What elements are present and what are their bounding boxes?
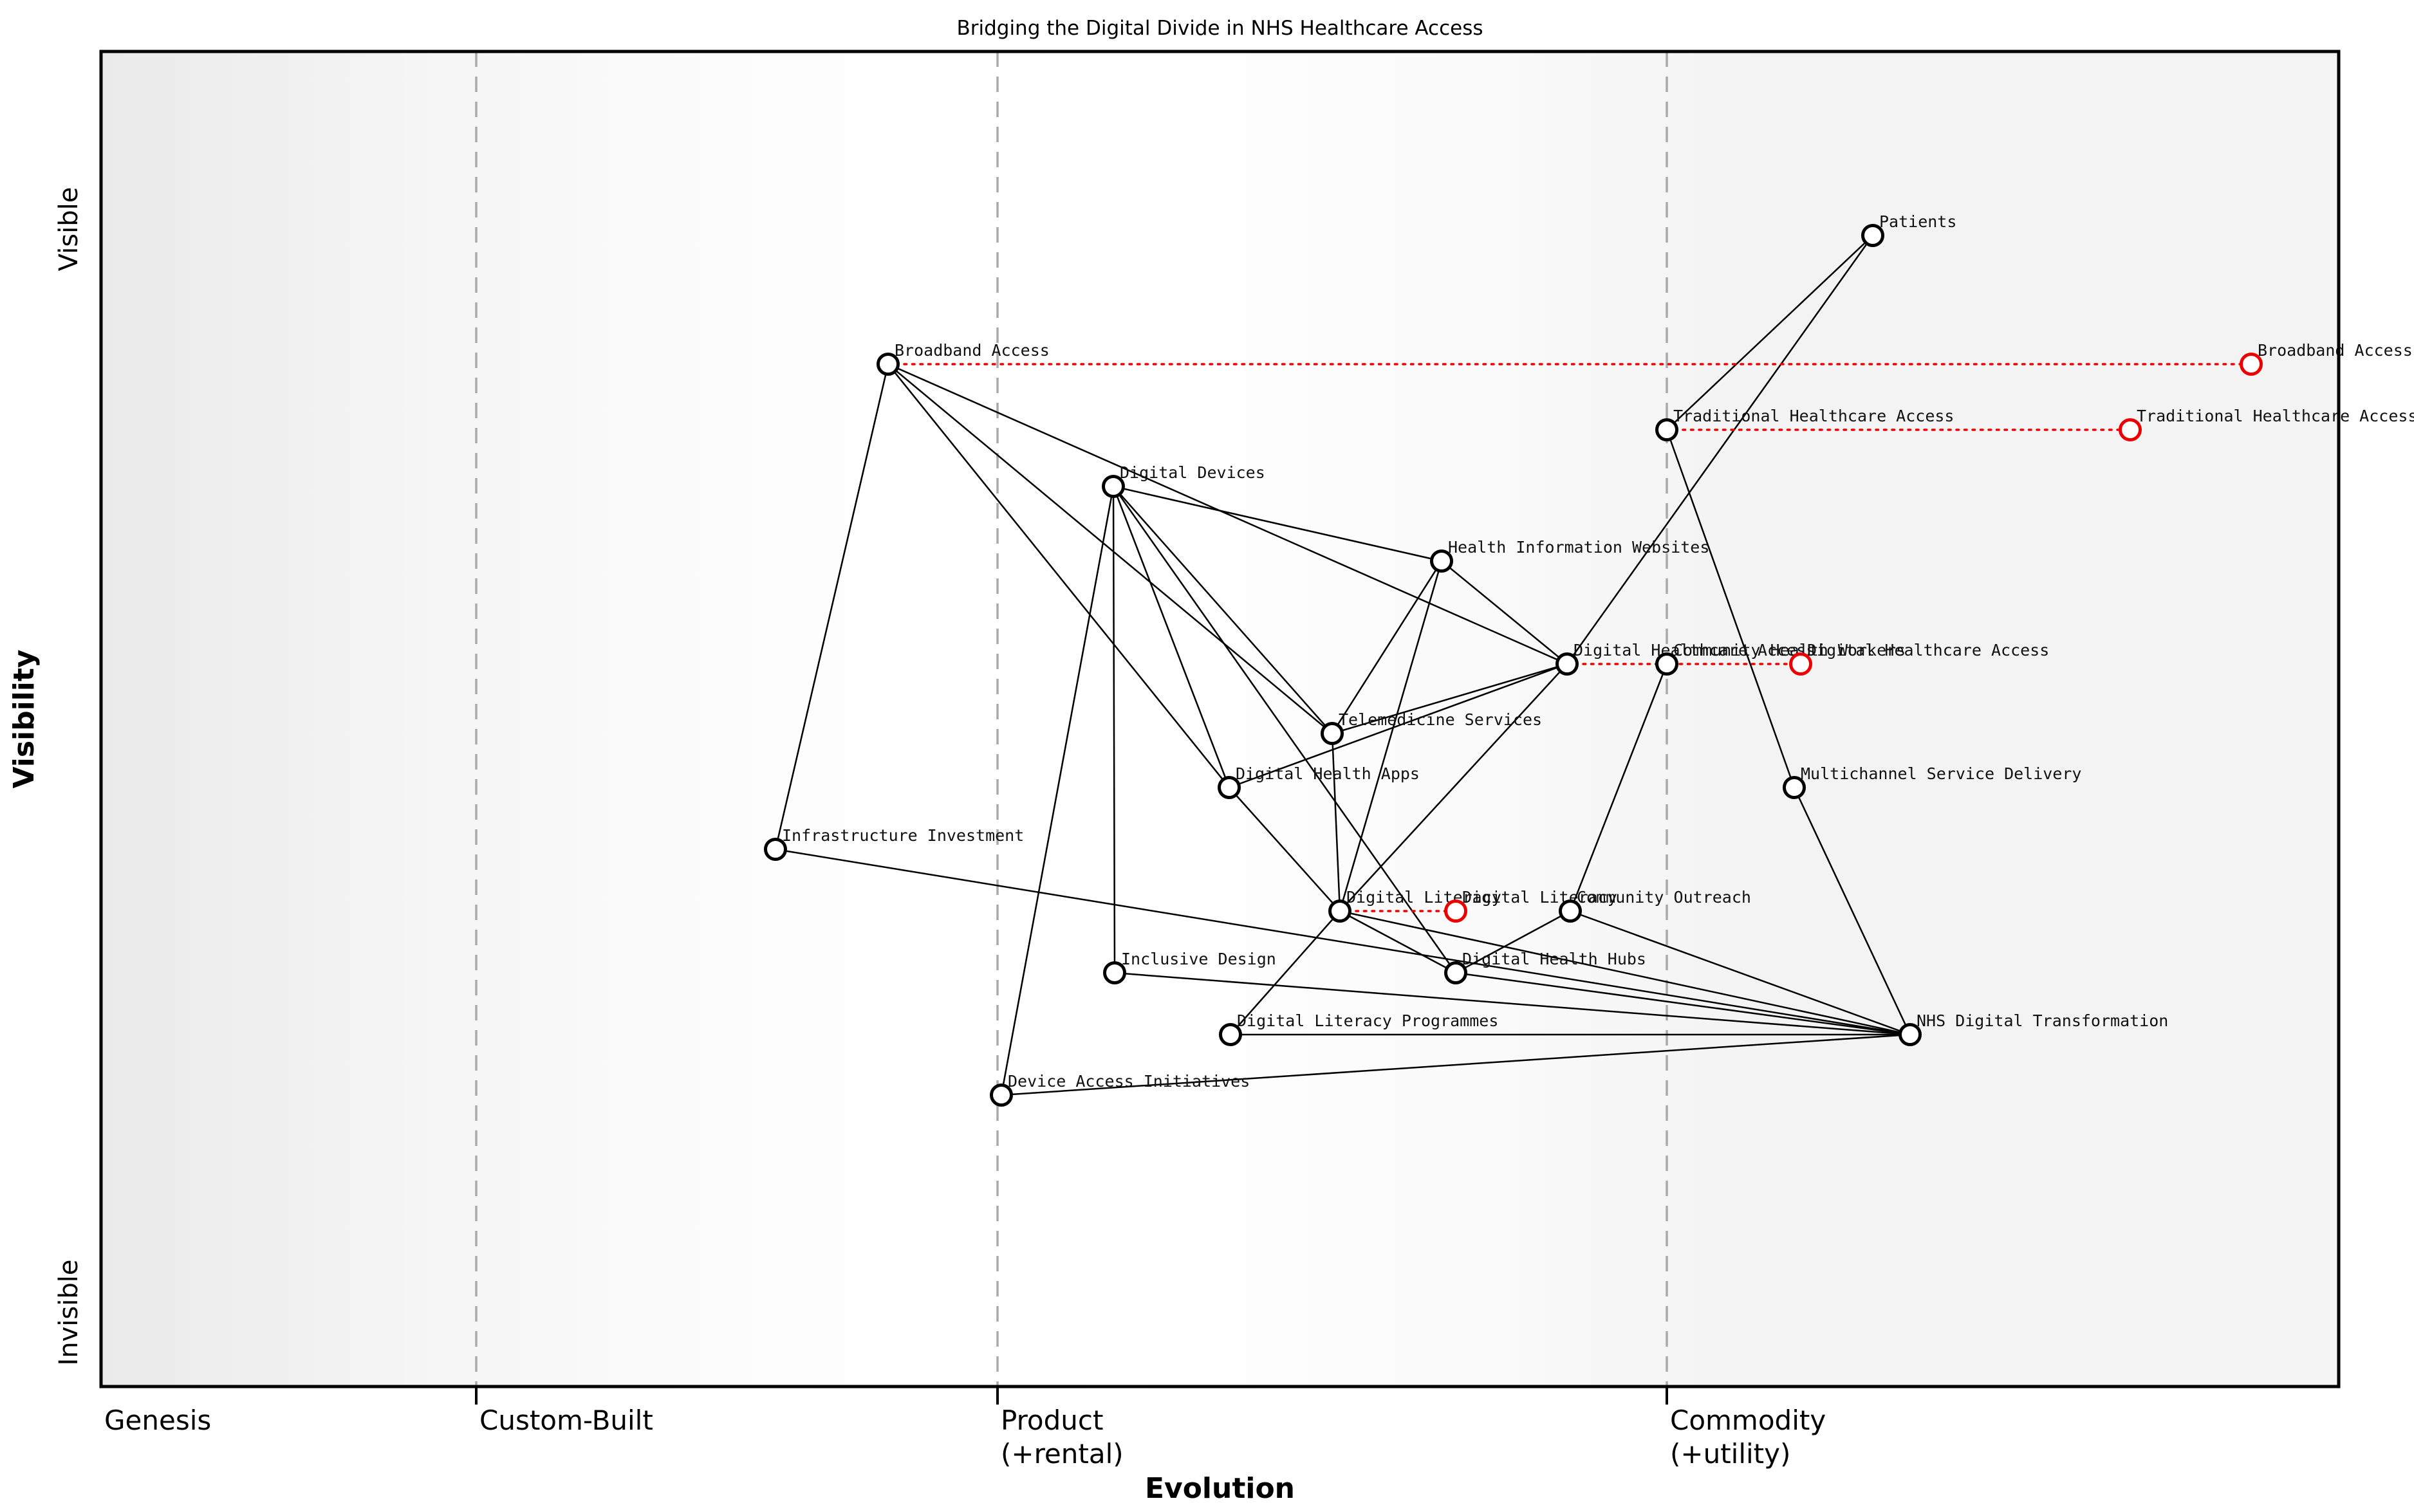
component-node-hubs — [1444, 961, 1467, 984]
node-label-dlp: Digital Literacy Programmes — [1237, 1011, 1498, 1030]
edge-outreach-hubs — [1455, 910, 1571, 974]
edge-dha-apps — [1229, 663, 1568, 789]
component-node-dha — [1555, 652, 1579, 676]
component-node-devices — [1102, 475, 1125, 498]
component-node-infra — [764, 838, 787, 861]
node-label-multichannel: Multichannel Service Delivery — [1801, 764, 2082, 783]
node-label-patients: Patients — [1879, 212, 1956, 231]
edge-devices-dai — [1000, 486, 1115, 1096]
node-label-infra: Infrastructure Investment — [782, 826, 1024, 845]
plot-border — [99, 50, 2341, 1388]
edge-dha-hiw — [1441, 560, 1568, 665]
edge-broadband-infra — [774, 364, 889, 850]
node-label-dl: Digital Literacy — [1346, 888, 1501, 907]
edge-nhsdt-hubs — [1455, 972, 1911, 1036]
component-node-multichannel — [1783, 776, 1806, 799]
component-node-patients — [1861, 224, 1884, 247]
x-axis-stage-label-product-line2: (+rental) — [1001, 1438, 1124, 1470]
edge-apps-dl — [1229, 787, 1341, 912]
component-node-dai — [990, 1083, 1013, 1107]
edge-hiw-devices — [1113, 485, 1442, 562]
edge-dl-hubs — [1339, 910, 1456, 974]
edge-hiw-dl — [1339, 560, 1443, 912]
y-axis-max-label: Visible — [54, 187, 84, 272]
component-node-inclusive — [1103, 961, 1126, 984]
edge-apps-devices — [1112, 486, 1230, 788]
evolved-node-dl_e — [1444, 899, 1467, 923]
component-node-dlp — [1219, 1023, 1242, 1046]
edge-devices-hubs — [1112, 486, 1457, 973]
node-label-devices: Digital Devices — [1120, 463, 1265, 482]
node-label-inclusive: Inclusive Design — [1121, 950, 1276, 968]
edge-devices-inclusive — [1112, 486, 1116, 973]
component-node-dl — [1328, 899, 1351, 923]
node-label-dha: Digital Healthcare Access — [1574, 641, 1815, 659]
edge-apps-broadband — [887, 364, 1230, 788]
component-node-nhsdt — [1899, 1023, 1922, 1046]
component-node-outreach — [1559, 899, 1582, 923]
edge-chw-outreach — [1569, 663, 1668, 912]
node-label-outreach: Community Outreach — [1577, 888, 1751, 907]
node-label-dl_e: Digital Literacy — [1462, 888, 1617, 907]
node-label-traditional_e: Traditional Healthcare Access — [2137, 407, 2414, 425]
node-label-traditional: Traditional Healthcare Access — [1673, 407, 1954, 425]
evolved-node-broadband_e — [2240, 353, 2263, 376]
x-axis-stage-label-genesis: Genesis — [104, 1405, 211, 1436]
edge-outreach-nhsdt — [1570, 910, 1911, 1036]
edge-dl-dlp — [1230, 910, 1341, 1035]
node-label-apps: Digital Health Apps — [1236, 764, 1420, 783]
x-axis-stage-label-custom-built: Custom-Built — [479, 1405, 653, 1436]
edge-hiw-tele — [1331, 560, 1443, 734]
node-label-chw: Community Health Workers — [1673, 641, 1906, 659]
node-label-hubs: Digital Health Hubs — [1462, 950, 1646, 968]
node-label-hiw: Health Information Websites — [1448, 538, 1709, 557]
component-node-traditional — [1655, 418, 1678, 441]
chart-title: Bridging the Digital Divide in NHS Healt… — [956, 17, 1483, 40]
component-node-broadband — [877, 353, 900, 376]
plot-area — [101, 51, 2339, 1387]
edge-tele-devices — [1113, 486, 1333, 734]
y-axis-min-label: Invisible — [54, 1260, 84, 1366]
edge-dha-broadband — [887, 363, 1568, 665]
x-axis-stage-label-commodity: Commodity — [1670, 1405, 1826, 1436]
node-label-nhsdt: NHS Digital Transformation — [1917, 1011, 2168, 1030]
node-label-tele: Telemedicine Services — [1339, 710, 1542, 729]
edge-nhsdt-dl — [1339, 910, 1911, 1036]
node-label-broadband_e: Broadband Access — [2258, 341, 2413, 360]
edge-dha-dl — [1339, 663, 1568, 912]
edge-nhsdt-infra — [775, 848, 1911, 1036]
component-node-hiw — [1430, 549, 1453, 573]
x-axis-stage-label-commodity-line2: (+utility) — [1670, 1438, 1790, 1470]
node-label-dha_e: Digital Healthcare Access — [1807, 641, 2049, 659]
x-axis-stage-label-product: Product — [1001, 1405, 1103, 1436]
edge-dha-tele — [1332, 663, 1568, 735]
edge-traditional-multichannel — [1666, 429, 1796, 788]
y-axis-title: Visibility — [8, 649, 41, 788]
edge-tele-dl — [1331, 733, 1341, 912]
component-node-tele — [1321, 722, 1344, 745]
x-axis-title: Evolution — [1145, 1472, 1295, 1505]
edge-tele-broadband — [887, 364, 1333, 734]
component-node-chw — [1655, 652, 1678, 676]
evolved-node-traditional_e — [2119, 418, 2142, 441]
edge-multichannel-nhsdt — [1793, 787, 1911, 1035]
evolved-node-dha_e — [1789, 652, 1812, 676]
edge-nhsdt-dai — [1001, 1033, 1911, 1096]
node-label-broadband: Broadband Access — [895, 341, 1050, 360]
edge-nhsdt-inclusive — [1114, 972, 1911, 1036]
component-node-apps — [1218, 776, 1241, 799]
node-label-dai: Device Access Initiatives — [1008, 1072, 1250, 1091]
edge-patients-dha — [1566, 235, 1874, 665]
edge-patients-traditional — [1666, 235, 1873, 430]
